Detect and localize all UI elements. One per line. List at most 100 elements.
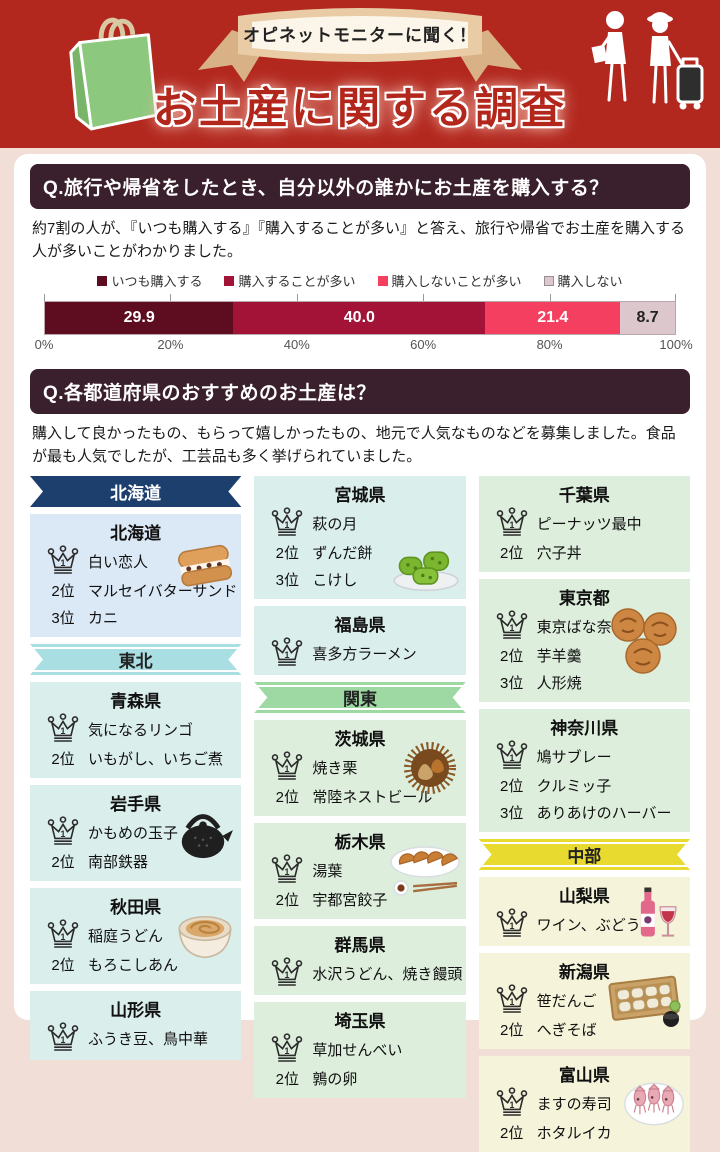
legend-swatch	[377, 275, 388, 286]
souvenir-item: かもめの玉子	[88, 824, 179, 842]
legend-label: いつも購入する	[111, 274, 203, 289]
chestnut-image	[399, 740, 461, 796]
rank-label: 1	[38, 1022, 88, 1054]
rank-label: 2位	[51, 854, 75, 871]
crown-rank1-icon: 1	[496, 908, 527, 937]
chart-ticks	[44, 294, 676, 301]
crown-rank1-icon: 1	[496, 610, 527, 639]
q2-title: Q.各都道府県のおすすめのお土産は？	[30, 369, 690, 414]
prefecture-card: 宮城県 1 萩の月 2位 ずんだ餅 3位 こけし	[254, 476, 466, 599]
wine-image	[623, 884, 685, 940]
rank-row: 2位 マルセイバターサンド	[38, 577, 237, 604]
crown-rank1-icon: 1	[496, 984, 527, 1013]
souvenir-item: ますの寿司	[536, 1095, 612, 1113]
rank-row: 2位 宇都宮餃子	[262, 886, 457, 913]
content-panel: Q.旅行や帰省をしたとき、自分以外の誰かにお土産を購入する？ 約7割の人が、『い…	[14, 154, 706, 1152]
rank-label: 1	[38, 919, 88, 951]
axis-tick	[44, 294, 45, 301]
rank-row: 2位 芋羊羹	[487, 642, 682, 669]
souvenir-item: 人形焼	[536, 675, 582, 692]
souvenir-item: ずんだ餅	[312, 545, 373, 562]
prefecture-card: 栃木県 1 湯葉 2位 宇都宮餃子	[254, 823, 466, 919]
rank-row: 2位 いもがし、いちご煮	[38, 745, 233, 772]
stacked-bar: 29.9 40.0 21.4 8.7	[44, 301, 676, 335]
axis-label: 60%	[410, 337, 437, 352]
souvenir-item: ピーナッツ最中	[536, 515, 642, 533]
souvenir-item: こけし	[312, 572, 358, 589]
souvenir-item: ふうき豆、鳥中華	[88, 1030, 209, 1048]
prefecture-card: 神奈川県 1 鳩サブレー 2位 クルミッ子 3位 ありあけのハーバー	[478, 709, 690, 832]
rank-label: 2位	[51, 583, 75, 600]
prefecture-column: 千葉県 1 ピーナッツ最中 2位 穴子丼 東京都 1 東京ばな奈 2位 芋羊羹 3位 人形焼 神奈川県 1…	[478, 476, 690, 1152]
rank-label: 2位	[275, 1071, 299, 1088]
rank-label: 2位	[499, 648, 524, 665]
rank-row: 2位 常陸ネストビール	[262, 783, 457, 810]
prefecture-name: 茨城県	[334, 730, 386, 749]
ribbon-label: オピネットモニターに聞く！	[243, 26, 477, 45]
rank-row: 1 水沢うどん、焼き饅頭	[262, 957, 462, 989]
souvenir-item: 気になるリンゴ	[88, 721, 194, 739]
rank-label: 1	[38, 545, 88, 577]
prefecture-name: 青森県	[110, 692, 162, 711]
rank-row: 1 笹だんご	[487, 984, 682, 1016]
prefecture-name: 福島県	[334, 616, 386, 635]
rank-row: 1 かもめの玉子	[38, 816, 233, 848]
prefecture-name: 秋田県	[110, 898, 162, 917]
firefly-squid-image	[623, 1076, 685, 1132]
purchase-bar-chart: 29.9 40.0 21.4 8.7 0% 20% 40% 60% 80% 100%	[35, 294, 693, 359]
legend-swatch	[97, 275, 108, 286]
rank-label: 3位	[51, 610, 75, 627]
rank-label: 1	[487, 984, 537, 1016]
rank-row: 1 気になるリンゴ	[38, 713, 233, 745]
axis-label: 100%	[659, 337, 693, 352]
region-banner-label: 関東	[342, 690, 377, 709]
rank-row: 2位 クルミッ子	[487, 772, 682, 799]
souvenir-item: クルミッ子	[536, 778, 612, 795]
legend-item: 購入することが多い	[224, 271, 356, 290]
svg-text:1: 1	[509, 1100, 514, 1110]
rank-row: 1 湯葉	[262, 854, 457, 886]
souvenir-item: 笹だんご	[536, 992, 597, 1010]
prefecture-card: 青森県 1 気になるリンゴ 2位 いもがし、いちご煮	[30, 682, 242, 778]
prefecture-card: 秋田県 1 稲庭うどん 2位 もろこしあん	[30, 888, 242, 984]
prefecture-card: 北海道 1 白い恋人 2位 マルセイバターサンド 3位 カニ	[30, 514, 242, 637]
rank-label: 3位	[275, 572, 299, 589]
rank-label: 2位	[275, 545, 299, 562]
crown-rank1-icon: 1	[496, 507, 527, 536]
rank-label: 2位	[499, 1022, 524, 1039]
crown-rank1-icon: 1	[47, 919, 79, 948]
rank-row: 2位 穴子丼	[487, 539, 682, 566]
souvenir-item: 宇都宮餃子	[312, 892, 388, 909]
rank-label: 1	[262, 1033, 312, 1065]
svg-text:1: 1	[61, 932, 66, 942]
souvenir-item: 白い恋人	[88, 553, 149, 571]
iron-kettle-image	[170, 805, 236, 861]
souvenir-item: 芋羊羹	[536, 648, 582, 665]
axis-tick	[675, 294, 676, 301]
legend-swatch	[224, 275, 235, 286]
svg-text:1: 1	[509, 623, 514, 633]
rank-label: 2位	[499, 545, 524, 562]
rank-row: 2位 南部鉄器	[38, 848, 233, 875]
prefecture-name: 千葉県	[558, 486, 610, 505]
prefecture-card: 富山県 1 ますの寿司 2位 ホタルイカ	[478, 1056, 690, 1152]
souvenir-item: 水沢うどん、焼き饅頭	[312, 965, 463, 983]
prefecture-name: 山形県	[110, 1001, 162, 1020]
svg-text:1: 1	[61, 829, 66, 839]
rank-row: 2位 鶉の卵	[262, 1065, 457, 1092]
axis-label: 80%	[536, 337, 563, 352]
rank-label: 1	[262, 957, 312, 989]
legend-label: 購入しない	[557, 274, 623, 289]
axis-label: 40%	[283, 337, 310, 352]
svg-text:1: 1	[61, 558, 66, 568]
souvenir-item: 萩の月	[312, 515, 358, 533]
rank-label: 2位	[51, 957, 75, 974]
svg-text:1: 1	[285, 520, 290, 530]
svg-text:1: 1	[285, 867, 290, 877]
souvenir-item: へぎそば	[536, 1022, 597, 1039]
prefecture-name: 山梨県	[558, 887, 610, 906]
prefecture-name: 群馬県	[334, 936, 386, 955]
prefecture-card: 埼玉県 1 草加せんべい 2位 鶉の卵	[254, 1002, 466, 1098]
crown-rank1-icon: 1	[496, 740, 527, 769]
rank-row: 1 稲庭うどん	[38, 919, 233, 951]
